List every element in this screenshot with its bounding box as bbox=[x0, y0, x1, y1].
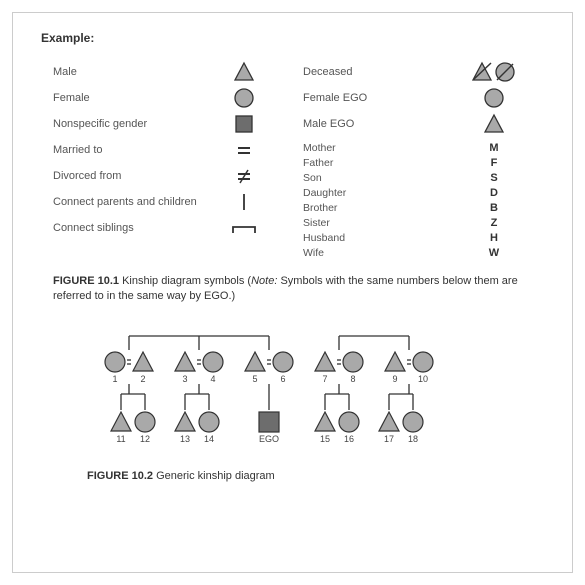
legend-row: Connect parents and children bbox=[41, 189, 271, 215]
svg-text:4: 4 bbox=[210, 374, 215, 384]
kin-term-row: SisterZ bbox=[303, 216, 521, 230]
legend-row: Married to bbox=[41, 137, 271, 163]
triangle-icon bbox=[217, 61, 271, 83]
svg-text:17: 17 bbox=[383, 434, 393, 444]
kin-term-abbr: S bbox=[467, 172, 521, 184]
legend-row: Male bbox=[41, 59, 271, 85]
svg-text:12: 12 bbox=[139, 434, 149, 444]
svg-text:EGO: EGO bbox=[258, 434, 278, 444]
kin-term-row: FatherF bbox=[303, 156, 521, 170]
bracket-icon bbox=[217, 217, 271, 239]
legend-label: Divorced from bbox=[41, 170, 217, 182]
kin-term-label: Father bbox=[303, 157, 467, 169]
kin-term-abbr: B bbox=[467, 202, 521, 214]
svg-text:18: 18 bbox=[407, 434, 417, 444]
svg-text:13: 13 bbox=[179, 434, 189, 444]
kin-term-abbr: W bbox=[467, 247, 521, 259]
figure-10-2-diagram: 1234567891011121314EGO15161718 bbox=[41, 316, 544, 466]
kin-term-abbr: F bbox=[467, 157, 521, 169]
svg-text:14: 14 bbox=[203, 434, 213, 444]
vline-icon bbox=[217, 191, 271, 213]
not-equals-icon bbox=[217, 165, 271, 187]
legend-row: Female bbox=[41, 85, 271, 111]
kin-term-label: Husband bbox=[303, 232, 467, 244]
kin-term-label: Son bbox=[303, 172, 467, 184]
kin-term-label: Daughter bbox=[303, 187, 467, 199]
legend-label: Female bbox=[41, 92, 217, 104]
svg-text:11: 11 bbox=[116, 434, 125, 444]
svg-text:16: 16 bbox=[343, 434, 353, 444]
legend-row: Divorced from bbox=[41, 163, 271, 189]
svg-text:7: 7 bbox=[322, 374, 327, 384]
svg-text:2: 2 bbox=[140, 374, 145, 384]
legend-label: Connect parents and children bbox=[41, 196, 217, 208]
legend-row: Connect siblings bbox=[41, 215, 271, 241]
legend-label: Male bbox=[41, 66, 217, 78]
legend-label: Female EGO bbox=[291, 92, 467, 104]
circle-icon bbox=[467, 87, 521, 109]
kin-term-label: Brother bbox=[303, 202, 467, 214]
legend-row: Nonspecific gender bbox=[41, 111, 271, 137]
kin-term-row: DaughterD bbox=[303, 186, 521, 200]
svg-text:3: 3 bbox=[182, 374, 187, 384]
svg-text:9: 9 bbox=[392, 374, 397, 384]
legend-label: Married to bbox=[41, 144, 217, 156]
kin-term-label: Wife bbox=[303, 247, 467, 259]
kin-term-row: BrotherB bbox=[303, 201, 521, 215]
svg-text:15: 15 bbox=[319, 434, 329, 444]
legend-label: Connect siblings bbox=[41, 222, 217, 234]
svg-text:5: 5 bbox=[252, 374, 257, 384]
figure-10-1-caption: FIGURE 10.1 Kinship diagram symbols (Not… bbox=[41, 274, 544, 304]
legend: Male Female Nonspecific gender Married to Di… bbox=[41, 59, 544, 260]
kin-term-row: MotherM bbox=[303, 141, 521, 155]
svg-text:6: 6 bbox=[280, 374, 285, 384]
square-icon bbox=[217, 113, 271, 135]
deceased-icon bbox=[467, 61, 521, 83]
legend-row: Deceased bbox=[291, 59, 521, 85]
legend-label: Nonspecific gender bbox=[41, 118, 217, 130]
kin-term-row: SonS bbox=[303, 171, 521, 185]
svg-text:8: 8 bbox=[350, 374, 355, 384]
triangle-icon bbox=[467, 113, 521, 135]
kin-term-row: HusbandH bbox=[303, 231, 521, 245]
kin-term-abbr: D bbox=[467, 187, 521, 199]
equals-icon bbox=[217, 139, 271, 161]
kin-term-row: WifeW bbox=[303, 246, 521, 260]
example-heading: Example: bbox=[41, 31, 544, 45]
circle-icon bbox=[217, 87, 271, 109]
kin-term-label: Mother bbox=[303, 142, 467, 154]
kin-term-abbr: H bbox=[467, 232, 521, 244]
legend-row: Female EGO bbox=[291, 85, 521, 111]
legend-row: Male EGO bbox=[291, 111, 521, 137]
svg-text:10: 10 bbox=[417, 374, 427, 384]
kin-term-abbr: Z bbox=[467, 217, 521, 229]
svg-text:1: 1 bbox=[112, 374, 117, 384]
kin-term-abbr: M bbox=[467, 142, 521, 154]
legend-label: Male EGO bbox=[291, 118, 467, 130]
kin-term-label: Sister bbox=[303, 217, 467, 229]
figure-10-2-caption: FIGURE 10.2 Generic kinship diagram bbox=[41, 470, 544, 482]
legend-label: Deceased bbox=[291, 66, 467, 78]
